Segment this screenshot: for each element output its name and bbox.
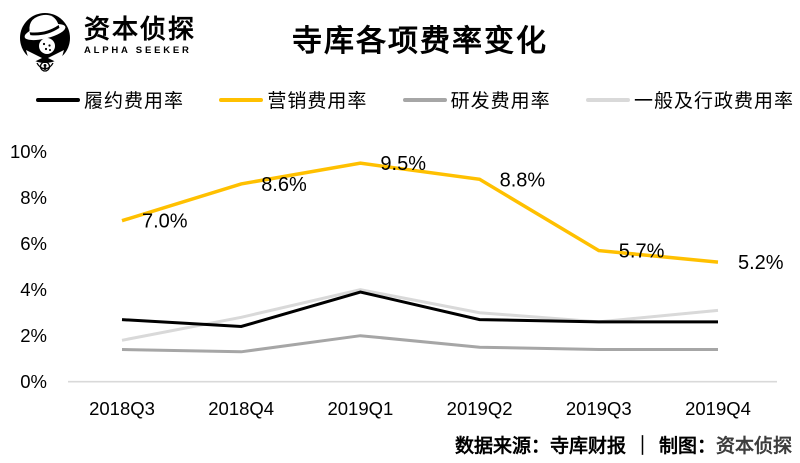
footer-divider: ｜ (632, 436, 652, 457)
brand-logo: 资本侦探 ALPHA SEEKER (14, 8, 196, 74)
x-axis-label: 2019Q2 (447, 398, 513, 419)
legend-item-ga: 一般及行政费用率 (585, 86, 794, 113)
y-axis-tick: 10% (10, 141, 47, 162)
x-axis-label: 2018Q3 (89, 398, 155, 419)
legend-item-rnd: 研发费用率 (402, 86, 551, 113)
y-axis-tick: 8% (20, 187, 47, 208)
ga-line-swatch (585, 97, 630, 102)
credit-brand: 资本侦探 (715, 436, 792, 457)
expense-rate-line-chart: 0% 2% 4% 6% 8% 10% 2018Q3 2018Q4 2019Q1 2019Q2 201… (10, 141, 784, 419)
legend-item-fulfillment: 履约费用率 (36, 86, 184, 113)
x-axis-label: 2019Q4 (685, 398, 751, 419)
page-title: 寺库各项费率变化 (292, 25, 548, 58)
legend-item-marketing: 营销费用率 (219, 86, 367, 113)
x-axis-label: 2019Q3 (566, 398, 632, 419)
legend-label: 履约费用率 (84, 91, 185, 112)
chart-legend: 履约费用率 营销费用率 研发费用率 一般及行政费用率 (36, 86, 794, 113)
legend-label: 营销费用率 (267, 91, 368, 112)
series-line (121, 288, 719, 342)
y-axis-tick: 4% (20, 279, 47, 300)
brand-name-cn: 资本侦探 (84, 14, 197, 44)
data-label: 8.8% (500, 169, 546, 191)
fulfillment-line-swatch (36, 97, 80, 102)
series-line (121, 161, 719, 264)
data-source-text: 数据来源：寺库财报 (454, 436, 626, 457)
legend-label: 一般及行政费用率 (633, 91, 794, 112)
data-label: 5.2% (738, 252, 784, 274)
rnd-line-swatch (402, 97, 447, 102)
y-axis-tick: 0% (20, 371, 47, 392)
data-label: 9.5% (380, 153, 426, 175)
data-label: 7.0% (142, 211, 188, 233)
series-line (121, 290, 718, 329)
legend-label: 研发费用率 (450, 91, 551, 112)
chart-footer: 数据来源：寺库财报 ｜ 制图：资本侦探 (455, 431, 792, 458)
marketing-line-swatch (219, 97, 264, 102)
detective-logo-icon (20, 13, 70, 72)
y-axis-tick: 2% (20, 325, 47, 346)
series-line (121, 334, 718, 354)
credit-label: 制图： (658, 436, 716, 457)
brand-name: 资本侦探 ALPHA SEEKER (84, 8, 196, 56)
x-axis-label: 2019Q1 (327, 398, 393, 419)
y-axis-tick: 6% (20, 233, 47, 254)
brand-name-en: ALPHA SEEKER (84, 45, 192, 57)
data-label: 5.7% (619, 241, 665, 263)
data-label: 8.6% (261, 174, 307, 196)
x-axis-label: 2018Q4 (208, 398, 274, 419)
